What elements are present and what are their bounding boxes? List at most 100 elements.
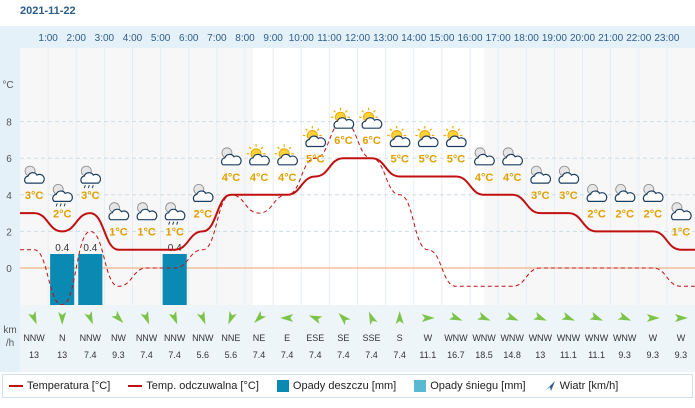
wind-direction: NNE	[221, 333, 240, 343]
wind-direction: WNW	[613, 333, 637, 343]
rain-label: 0.4	[55, 243, 69, 254]
legend-feels-like-line	[128, 385, 143, 387]
hour-label: 16:00	[457, 33, 482, 44]
partly-sunny-icon	[246, 144, 270, 166]
hour-label: 18:00	[514, 33, 539, 44]
wind-arrow-icon	[196, 310, 206, 325]
wind-direction: NNW	[23, 333, 45, 343]
wind-speed: 14.8	[503, 350, 521, 360]
wind-direction: WNW	[529, 333, 553, 343]
legend-feels-like: Temp. odczuwalna [°C]	[128, 380, 259, 392]
legend-snow: Opady śniegu [mm]	[414, 380, 526, 392]
wind-arrow-icon	[674, 314, 688, 323]
wind-arrow-icon	[477, 312, 491, 321]
wind-arrow-icon	[646, 314, 660, 323]
temp-label: 1°C	[672, 227, 691, 239]
wind-arrow-icon	[168, 310, 178, 325]
y-tick-label: 6	[6, 154, 12, 165]
legend-feels-like-label: Temp. odczuwalna [°C]	[146, 380, 259, 392]
wind-arrow-icon	[533, 312, 547, 321]
temp-label: 6°C	[362, 135, 381, 147]
wind-arrow-icon	[84, 310, 93, 325]
legend-snow-label: Opady śniegu [mm]	[430, 380, 526, 392]
temp-label: 4°C	[278, 172, 297, 184]
hour-label: 2:00	[67, 33, 87, 44]
hour-label: 20:00	[570, 33, 595, 44]
wind-direction: N	[59, 333, 66, 343]
temp-label: 4°C	[475, 172, 494, 184]
wind-arrow-icon	[28, 310, 37, 325]
hour-label: 21:00	[598, 33, 623, 44]
temp-label: 5°C	[419, 154, 438, 166]
wind-arrow-icon	[589, 312, 604, 321]
rain-label: 0.4	[83, 243, 97, 254]
wind-direction: WNW	[557, 333, 581, 343]
hour-label: 6:00	[179, 33, 199, 44]
temp-label: 2°C	[53, 208, 72, 220]
wind-panel	[20, 305, 695, 372]
rain-bar	[162, 254, 187, 305]
partly-cloudy-night-icon	[642, 183, 664, 202]
legend-rain-label: Opady deszczu [mm]	[292, 380, 397, 392]
weather-chart: 0 2 4 6 8 °C 1:00 2:00 3:00 4:00 5:00 6:00 7:00 8:00 9…	[0, 26, 695, 372]
wind-direction: NNW	[164, 333, 186, 343]
wind-speed: 11.1	[588, 350, 605, 360]
partly-cloudy-night-icon	[558, 165, 580, 184]
wind-speed: 11.1	[419, 350, 436, 360]
legend-snow-swatch	[414, 380, 427, 392]
partly-sunny-icon	[359, 107, 383, 129]
wind-direction: SE	[337, 333, 349, 343]
temp-label: 1°C	[165, 227, 184, 239]
wind-arrow-icon	[505, 312, 519, 321]
wind-speed: 7.4	[309, 350, 322, 360]
legend-temperature-line	[9, 385, 23, 387]
hour-label: 17:00	[486, 33, 511, 44]
wind-arrow-icon	[368, 311, 378, 326]
forecast-date: 2021-11-22	[20, 5, 76, 17]
y-tick-label: 8	[6, 118, 12, 129]
partly-cloudy-icon	[502, 147, 523, 166]
snow-rain-cloud-icon	[80, 165, 102, 189]
y-tick-label: 2	[6, 227, 12, 238]
wind-arrow-icon	[228, 310, 237, 325]
sleet-cloud-icon	[164, 202, 186, 225]
partly-sunny-icon	[387, 126, 411, 148]
wind-arrow-icon	[395, 311, 404, 324]
y-tick-label: 0	[6, 264, 12, 275]
wind-direction: NE	[253, 333, 266, 343]
partly-cloudy-night-icon	[614, 183, 636, 202]
wind-arrow-icon	[544, 381, 555, 391]
temp-label: 5°C	[306, 154, 325, 166]
wind-arrow-icon	[58, 312, 67, 325]
temp-label: 2°C	[615, 208, 634, 220]
partly-sunny-icon	[443, 126, 467, 148]
rain-bar	[50, 254, 75, 305]
hour-label: 10:00	[289, 33, 314, 44]
partly-sunny-icon	[415, 126, 439, 148]
temperature-line	[20, 157, 695, 251]
wind-arrow-icon	[617, 312, 632, 321]
wind-direction: WNW	[472, 333, 496, 343]
temp-label: 2°C	[644, 208, 663, 220]
legend-temperature: Temperatura [°C]	[9, 380, 110, 392]
wind-direction: WNW	[585, 333, 609, 343]
legend-rain: Opady deszczu [mm]	[276, 380, 397, 392]
temp-label: 3°C	[25, 190, 44, 202]
hour-header	[20, 26, 695, 48]
wind-speed: 7.4	[337, 350, 350, 360]
partly-sunny-icon	[274, 144, 298, 166]
rain-label: 0.4	[168, 243, 182, 254]
y-axis-unit: °C	[2, 80, 13, 91]
hour-label: 1:00	[38, 33, 58, 44]
wind-arrow-icon	[421, 314, 435, 323]
wind-speed: 5.6	[197, 350, 210, 360]
y-tick-label: 4	[6, 191, 12, 202]
wind-arrow-icon	[448, 312, 463, 321]
wind-arrow-icon	[280, 313, 294, 322]
wind-direction: W	[677, 333, 686, 343]
temp-label: 2°C	[587, 208, 606, 220]
rain-bar	[78, 254, 103, 305]
partly-cloudy-night-icon	[670, 202, 692, 221]
wind-speed: 9.3	[618, 350, 631, 360]
hour-label: 11:00	[317, 33, 342, 44]
